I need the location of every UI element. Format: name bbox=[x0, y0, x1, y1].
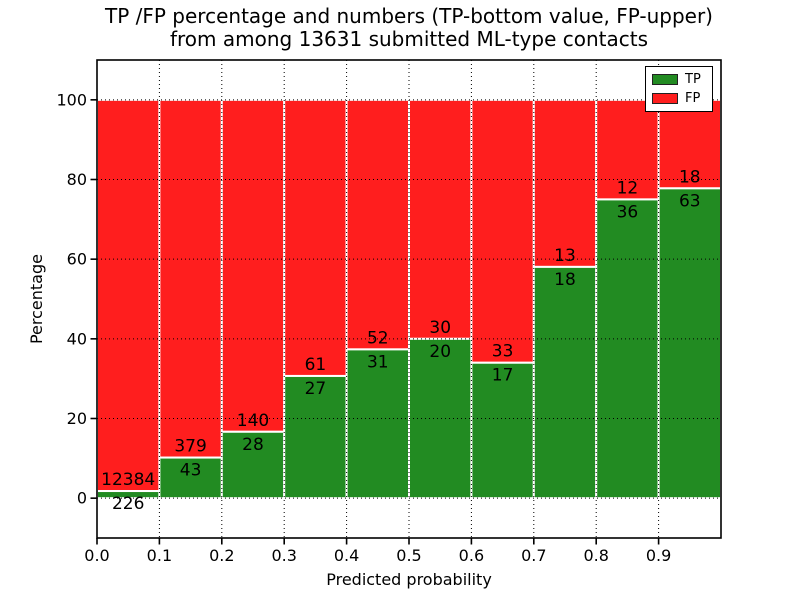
tp-count-label-0: 226 bbox=[112, 494, 144, 514]
tp-count-label-7: 18 bbox=[554, 270, 576, 290]
tp-count-label-6: 17 bbox=[492, 366, 514, 386]
fp-count-label-3: 61 bbox=[305, 355, 327, 375]
tp-count-label-3: 27 bbox=[305, 379, 327, 399]
bar-tp-segment-8 bbox=[595, 198, 660, 500]
fp-count-label-4: 52 bbox=[367, 328, 389, 348]
y-tick-label: 60 bbox=[67, 250, 87, 269]
legend-item-fp: FP bbox=[652, 92, 706, 105]
bar-fp-segment-9 bbox=[657, 98, 722, 190]
bar-fp-segment-2 bbox=[220, 98, 286, 433]
bar-tp-segment-4 bbox=[345, 348, 411, 500]
tp-count-label-8: 36 bbox=[617, 202, 639, 222]
bar-fp-segment-4 bbox=[345, 98, 411, 351]
x-tick-label: 0.2 bbox=[209, 546, 234, 565]
bar-fp-segment-8 bbox=[595, 98, 660, 201]
bar-fp-segment-7 bbox=[532, 98, 598, 268]
y-tick-label: 80 bbox=[67, 170, 87, 189]
bar-tp-segment-7 bbox=[532, 265, 598, 500]
legend: TP FP bbox=[645, 66, 713, 112]
fp-count-label-8: 12 bbox=[617, 178, 639, 198]
bar-tp-segment-2 bbox=[220, 430, 286, 500]
x-tick-label: 0.6 bbox=[459, 546, 484, 565]
bar-fp-segment-3 bbox=[283, 98, 348, 377]
fp-count-label-6: 33 bbox=[492, 342, 514, 362]
y-tick-label: 100 bbox=[56, 90, 87, 109]
y-axis-label: Percentage bbox=[27, 254, 46, 345]
tp-count-label-9: 63 bbox=[679, 191, 701, 211]
chart-title: TP /FP percentage and numbers (TP-bottom… bbox=[97, 5, 721, 51]
tp-count-label-2: 28 bbox=[242, 435, 264, 455]
x-tick-label: 0.3 bbox=[271, 546, 296, 565]
legend-label-tp: TP bbox=[685, 72, 701, 87]
y-tick-label: 0 bbox=[77, 489, 87, 508]
tp-color-swatch-icon bbox=[652, 74, 678, 85]
x-tick-label: 0.7 bbox=[521, 546, 546, 565]
x-tick-label: 0.4 bbox=[334, 546, 359, 565]
tp-count-label-5: 20 bbox=[429, 342, 451, 362]
x-tick-label: 0.9 bbox=[646, 546, 671, 565]
bar-tp-segment-5 bbox=[408, 337, 473, 500]
legend-label-fp: FP bbox=[685, 91, 701, 106]
x-tick-label: 0.1 bbox=[147, 546, 172, 565]
bar-tp-segment-6 bbox=[470, 361, 535, 500]
fp-count-label-9: 18 bbox=[679, 167, 701, 187]
y-tick-label: 40 bbox=[67, 329, 87, 348]
x-tick-label: 0.0 bbox=[84, 546, 109, 565]
bar-tp-segment-9 bbox=[657, 187, 722, 500]
bar-tp-segment-1 bbox=[158, 456, 223, 500]
fp-count-label-2: 140 bbox=[237, 411, 269, 431]
bar-fp-segment-0 bbox=[96, 98, 161, 493]
x-axis-label: Predicted probability bbox=[326, 570, 492, 589]
x-tick-label: 0.8 bbox=[583, 546, 608, 565]
bar-fp-segment-6 bbox=[470, 98, 535, 364]
tp-count-label-1: 43 bbox=[180, 461, 202, 481]
x-tick-label: 0.5 bbox=[396, 546, 421, 565]
fp-count-label-0: 12384 bbox=[101, 470, 155, 490]
fp-count-label-5: 30 bbox=[429, 318, 451, 338]
legend-item-tp: TP bbox=[652, 73, 706, 86]
y-tick-label: 20 bbox=[67, 409, 87, 428]
fp-count-label-1: 379 bbox=[174, 437, 206, 457]
fp-count-label-7: 13 bbox=[554, 246, 576, 266]
fp-color-swatch-icon bbox=[652, 93, 678, 104]
bar-fp-segment-1 bbox=[158, 98, 223, 459]
chart-title-line2: from among 13631 submitted ML-type conta… bbox=[169, 27, 649, 51]
bar-tp-segment-3 bbox=[283, 374, 348, 500]
chart-title-line1: TP /FP percentage and numbers (TP-bottom… bbox=[105, 4, 713, 28]
tp-count-label-4: 31 bbox=[367, 352, 389, 372]
bar-fp-segment-5 bbox=[408, 98, 473, 340]
